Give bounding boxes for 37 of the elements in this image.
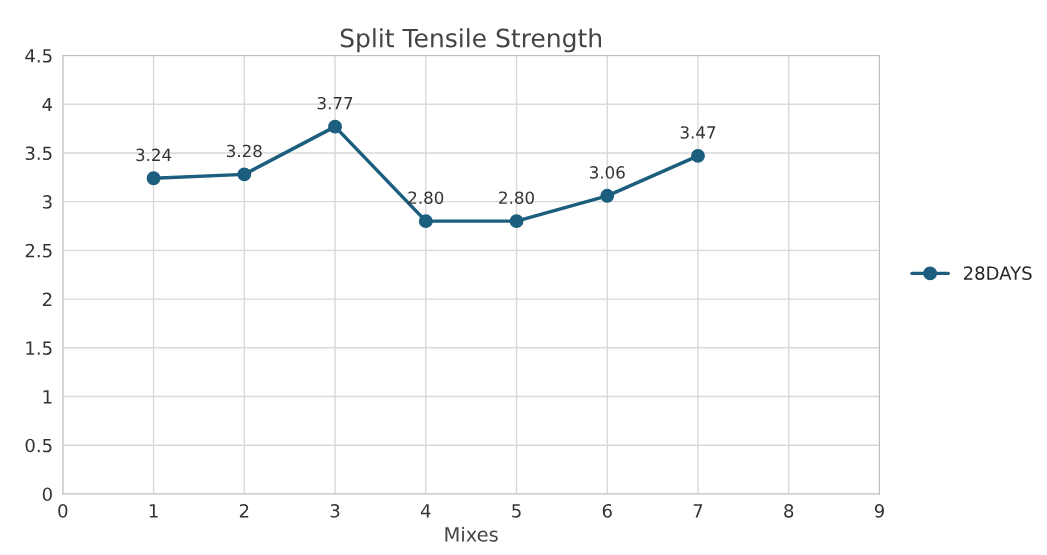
- point: [600, 188, 615, 203]
- x-tick-label: 4: [420, 504, 431, 518]
- y-tick-label: 3: [42, 195, 52, 209]
- x-tick-label: 6: [602, 503, 612, 518]
- y-tick-label: 4.5: [25, 49, 52, 63]
- data-label: 3.24: [136, 148, 172, 162]
- x-tick-label: 3: [330, 503, 340, 518]
- point: [237, 167, 252, 182]
- data-label: 3.77: [317, 96, 353, 110]
- y-tick-label: 4: [42, 97, 53, 112]
- point: [418, 214, 433, 229]
- data-label: 2.80: [499, 191, 534, 205]
- data-label: 2.80: [408, 191, 444, 205]
- point: [328, 119, 342, 134]
- point: [509, 214, 524, 229]
- y-tick-label: 1.5: [26, 341, 52, 355]
- x-tick-label: 5: [512, 504, 521, 518]
- data-label: 3.06: [589, 166, 625, 179]
- point: [691, 148, 705, 163]
- data-label: 3.47: [680, 126, 716, 139]
- point: [146, 171, 161, 186]
- x-tick-label: 7: [693, 504, 703, 518]
- x-tick-label: 1: [149, 504, 158, 518]
- y-tick-label: 0: [42, 487, 52, 502]
- x-tick-label: 8: [784, 503, 794, 518]
- y-tick-label: 1: [43, 390, 52, 404]
- chart-title: Split Tensile Strength: [340, 28, 602, 53]
- y-tick-label: 2: [42, 292, 52, 306]
- x-axis-title: Mixes: [445, 526, 498, 542]
- y-tick-label: 0.5: [25, 438, 52, 453]
- legend-label: 28DAYS: [963, 266, 1032, 280]
- y-tick-label: 2.5: [25, 243, 52, 258]
- y-tick-label: 3.5: [25, 146, 52, 161]
- x-tick-label: 0: [58, 503, 68, 518]
- x-tick-label: 2: [239, 503, 249, 518]
- x-tick-label: 9: [874, 503, 884, 518]
- data-label: 3.28: [227, 144, 262, 158]
